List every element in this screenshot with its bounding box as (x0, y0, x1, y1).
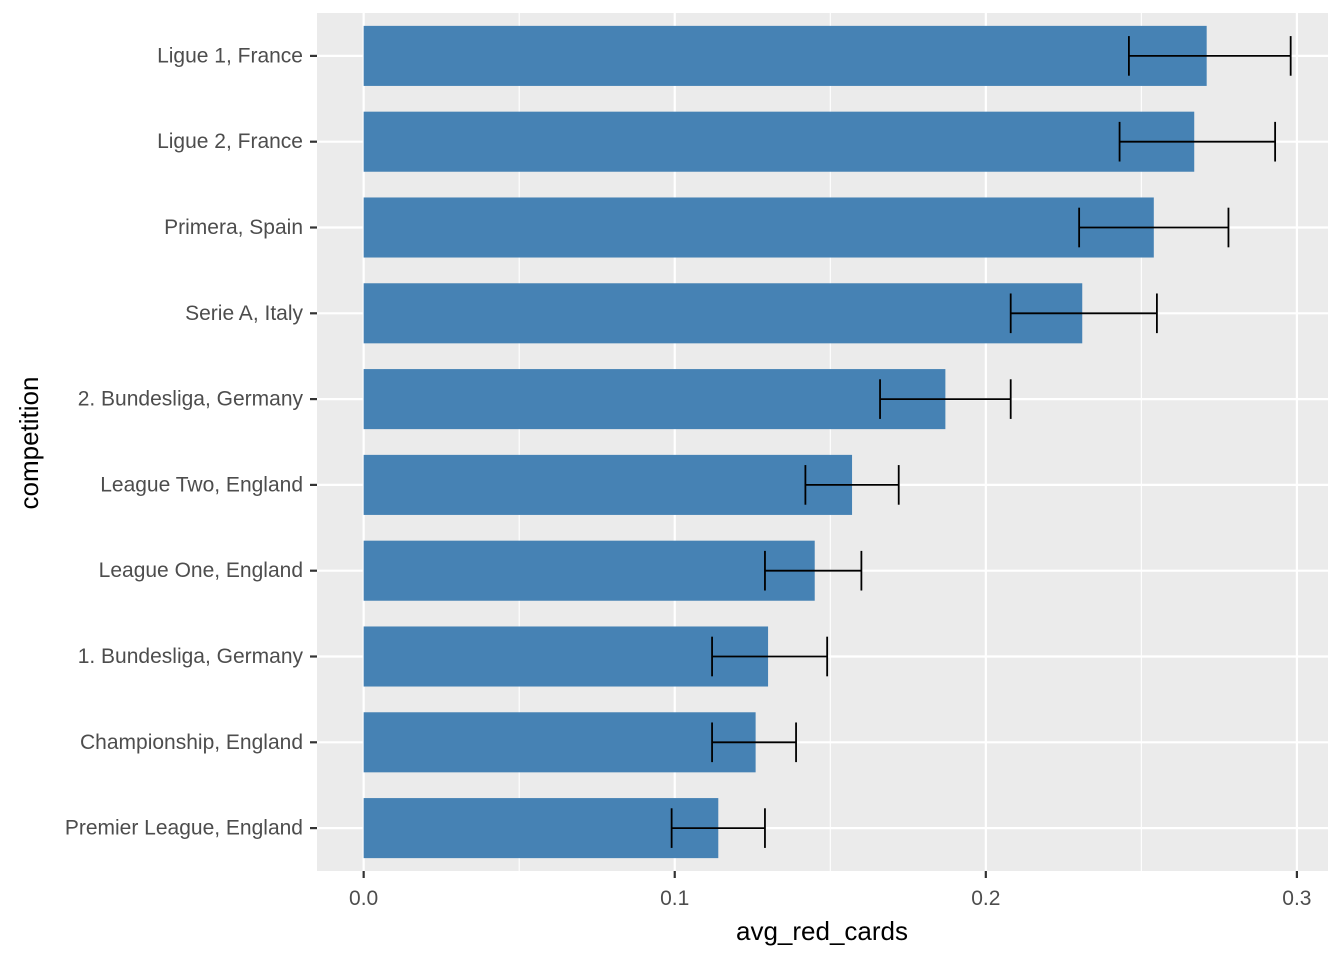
y-axis: Ligue 1, France Ligue 2, France Primera, S… (65, 44, 317, 840)
y-tick-label: 2. Bundesliga, Germany (78, 388, 304, 411)
bar (363, 111, 1195, 172)
bar (363, 369, 946, 430)
y-tick-label: League Two, England (100, 473, 303, 496)
y-tick-label: 1. Bundesliga, Germany (78, 645, 304, 668)
error-bars-group (670, 36, 1292, 848)
x-tick-label: 0.3 (1282, 887, 1311, 910)
bars-group (363, 25, 1207, 859)
bar (363, 626, 769, 687)
x-tick-label: 0.2 (971, 887, 1000, 910)
x-tick-label: 0.1 (660, 887, 689, 910)
y-tick-label: Championship, England (80, 731, 303, 754)
y-tick-label: Premier League, England (65, 817, 303, 840)
y-tick-label: Ligue 1, France (157, 44, 303, 67)
bar (363, 540, 815, 601)
bar (363, 454, 853, 515)
bar (363, 197, 1154, 258)
x-axis-title: avg_red_cards (736, 916, 908, 946)
y-tick-label: Ligue 2, France (157, 130, 303, 153)
bar (363, 25, 1207, 86)
y-tick-label: League One, England (99, 559, 303, 582)
y-tick-label: Primera, Spain (164, 216, 303, 239)
y-tick-label: Serie A, Italy (185, 302, 303, 325)
bar (363, 712, 756, 773)
y-axis-title: competition (14, 377, 44, 510)
x-axis: 0.0 0.1 0.2 0.3 (349, 871, 1311, 910)
x-tick-label: 0.0 (349, 887, 378, 910)
bar (363, 798, 719, 859)
bar (363, 283, 1083, 344)
